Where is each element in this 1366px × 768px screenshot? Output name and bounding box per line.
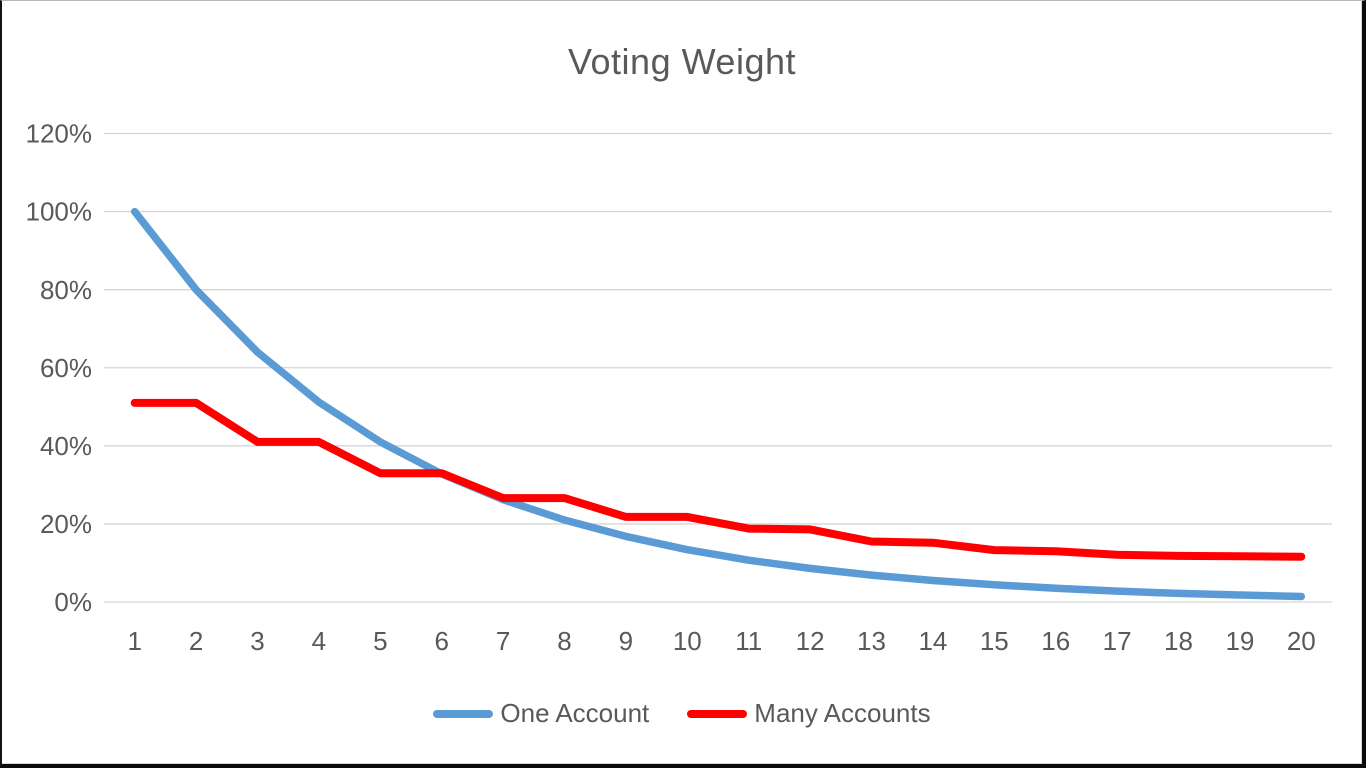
y-tick-label: 120% (26, 119, 93, 149)
x-tick-label: 5 (373, 626, 387, 656)
x-tick-label: 17 (1103, 626, 1132, 656)
x-tick-label: 12 (796, 626, 825, 656)
chart-title: Voting Weight (568, 41, 796, 82)
legend-swatch-one-account (433, 709, 494, 718)
legend-swatch-many-accounts (687, 709, 748, 718)
x-tick-label: 16 (1041, 626, 1070, 656)
legend: One Account Many Accounts (2, 698, 1362, 729)
series-line-many-accounts (130, 398, 1306, 561)
x-tick-label: 4 (312, 626, 326, 656)
legend-label-many-accounts: Many Accounts (754, 698, 931, 728)
x-tick-label: 15 (980, 626, 1009, 656)
y-tick-label: 40% (40, 431, 92, 461)
legend-item-many-accounts: Many Accounts (687, 698, 931, 729)
x-tick-label: 20 (1287, 626, 1316, 656)
x-tick-label: 13 (857, 626, 886, 656)
x-tick-label: 18 (1164, 626, 1193, 656)
x-tick-label: 11 (735, 626, 762, 656)
y-tick-label: 60% (40, 353, 92, 383)
x-tick-label: 6 (434, 626, 448, 656)
x-tick-label: 8 (557, 626, 571, 656)
series-line-one-account (130, 207, 1306, 601)
y-tick-label: 0% (54, 587, 92, 617)
x-tick-label: 14 (918, 626, 947, 656)
x-tick-label: 9 (619, 626, 633, 656)
x-tick-label: 10 (673, 626, 702, 656)
x-tick-label: 2 (189, 626, 203, 656)
y-tick-label: 20% (40, 509, 92, 539)
x-tick-label: 1 (127, 626, 141, 656)
x-tick-label: 7 (496, 626, 510, 656)
legend-item-one-account: One Account (433, 698, 649, 729)
x-tick-label: 19 (1225, 626, 1254, 656)
y-tick-label: 100% (26, 197, 93, 227)
x-tick-label: 3 (250, 626, 264, 656)
y-tick-label: 80% (40, 275, 92, 305)
legend-label-one-account: One Account (500, 698, 650, 728)
